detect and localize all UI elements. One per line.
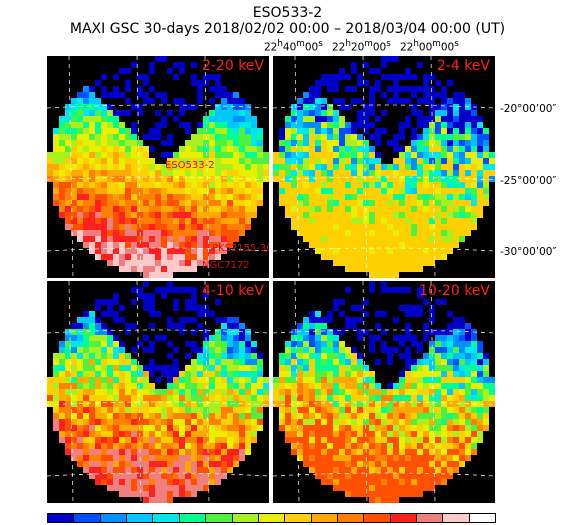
sky-map-image — [273, 56, 495, 278]
colorbar-swatch — [127, 514, 154, 522]
map-title: ESO533-2 — [252, 5, 323, 21]
colorbar-swatch — [337, 514, 365, 522]
band-label: 2-4 keV — [436, 58, 490, 74]
sky-map-image — [47, 281, 269, 503]
ra-label-1: 22h40m00s — [264, 39, 323, 54]
coordinate-grid — [47, 56, 269, 278]
colorbar-swatch — [417, 514, 444, 522]
colorbar — [47, 513, 496, 523]
sky-pixels — [47, 56, 269, 278]
dec-label-2: -25°00’00″ — [500, 175, 557, 187]
colorbar-swatch — [285, 514, 312, 522]
sky-pixels — [273, 56, 495, 278]
map-panel-4-10kev: 4-10 keV — [47, 281, 269, 503]
colorbar-swatch — [258, 514, 286, 522]
colorbar-swatch — [364, 514, 391, 522]
dec-label-3: -30°00’00″ — [500, 246, 557, 258]
band-label: 10-20 keV — [419, 283, 490, 299]
band-label: 2-20 keV — [201, 58, 264, 74]
colorbar-swatch — [48, 514, 75, 522]
colorbar-swatch — [232, 514, 259, 522]
map-panel-10-20kev: 10-20 keV — [273, 281, 495, 503]
sky-map-image — [47, 56, 269, 278]
map-subtitle: MAXI GSC 30-days 2018/02/02 00:00 – 2018… — [69, 21, 506, 37]
colorbar-swatch — [469, 514, 496, 522]
map-panel-2-20kev: 2-20 keV ESO533-2 NGC7172 PKS2155-304 — [47, 56, 269, 278]
sky-pixels — [273, 281, 495, 503]
colorbar-swatch — [311, 514, 338, 522]
colorbar-swatch — [153, 514, 180, 522]
coordinate-grid — [273, 281, 495, 503]
dec-label-1: -20°00’00″ — [500, 103, 557, 115]
colorbar-swatch — [390, 514, 418, 522]
coordinate-grid — [273, 56, 495, 278]
map-panel-2-4kev: 2-4 keV — [273, 56, 495, 278]
ra-label-3: 22h00m00s — [400, 39, 459, 54]
source-label-pks2155-304: PKS2155-304 — [212, 243, 269, 254]
colorbar-swatch — [206, 514, 233, 522]
sky-map-image — [273, 281, 495, 503]
colorbar-swatch — [100, 514, 128, 522]
source-label-ngc7172: NGC7172 — [202, 260, 250, 271]
sky-pixels — [47, 281, 269, 503]
colorbar-swatch — [179, 514, 207, 522]
coordinate-grid — [47, 281, 269, 503]
ra-label-2: 22h20m00s — [332, 39, 391, 54]
band-label: 4-10 keV — [201, 283, 264, 299]
colorbar-swatch — [443, 514, 470, 522]
source-label-eso533-2: ESO533-2 — [165, 160, 215, 171]
colorbar-swatch — [74, 514, 101, 522]
